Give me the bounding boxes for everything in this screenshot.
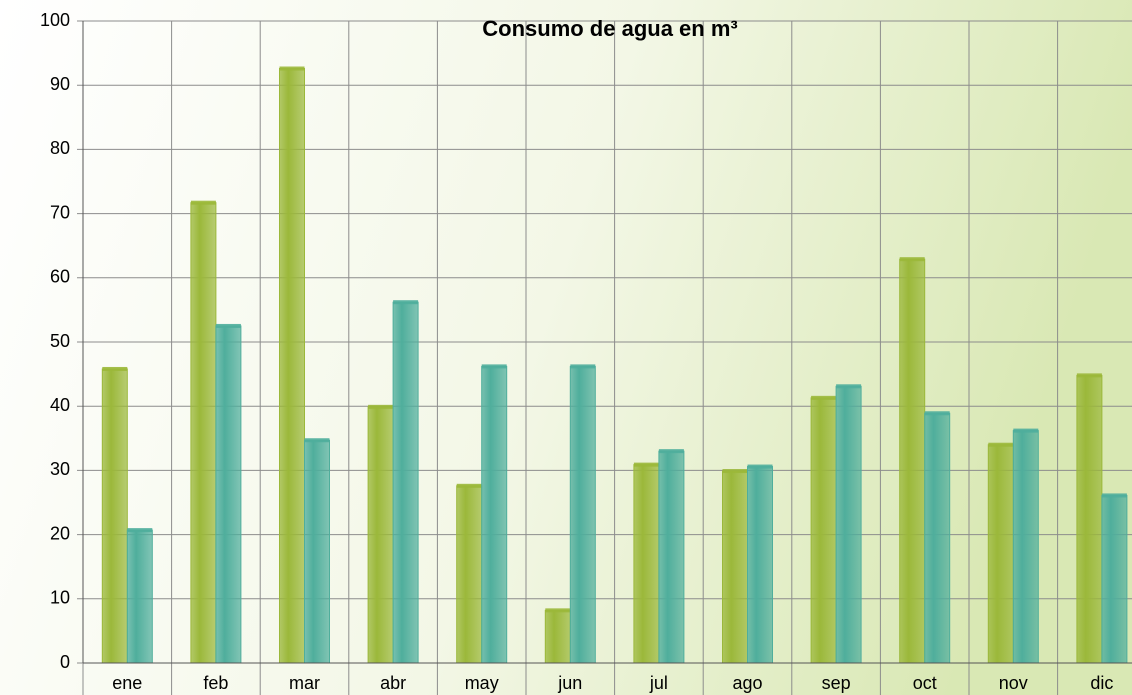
bar xyxy=(899,258,926,664)
x-tick-label: sep xyxy=(822,673,851,693)
bar-top xyxy=(1101,493,1127,498)
bar-top xyxy=(393,300,419,305)
bar xyxy=(810,397,837,664)
bar-top xyxy=(633,462,659,467)
bar-top xyxy=(658,449,684,454)
bar-top xyxy=(215,323,241,328)
bar xyxy=(279,68,305,664)
bar-top xyxy=(456,483,482,488)
bar-top xyxy=(1013,428,1039,433)
y-tick-label: 50 xyxy=(50,331,70,351)
x-tick-label: jul xyxy=(649,673,668,693)
bar-top xyxy=(811,395,837,400)
bar xyxy=(633,464,660,664)
bar-top xyxy=(899,257,925,262)
bar xyxy=(747,466,773,664)
bar xyxy=(987,444,1014,664)
y-tick-label: 20 xyxy=(50,523,70,543)
y-tick-label: 0 xyxy=(60,652,70,672)
bar xyxy=(456,485,483,664)
bar xyxy=(1101,494,1128,664)
bar-top xyxy=(127,528,153,533)
bar xyxy=(835,385,862,664)
bar xyxy=(367,406,394,664)
bar xyxy=(101,368,128,664)
y-tick-label: 100 xyxy=(40,10,70,30)
y-tick-label: 60 xyxy=(50,267,70,287)
x-tick-label: jun xyxy=(557,673,582,693)
bar xyxy=(481,365,508,664)
bar-top xyxy=(722,469,748,474)
bar xyxy=(924,412,951,664)
bar xyxy=(658,450,685,664)
bar-top xyxy=(481,364,507,369)
x-tick-label: nov xyxy=(999,673,1028,693)
x-tick-label: ago xyxy=(732,673,762,693)
y-tick-label: 80 xyxy=(50,138,70,158)
bar xyxy=(215,325,242,664)
y-tick-label: 70 xyxy=(50,202,70,222)
y-tick-label: 40 xyxy=(50,395,70,415)
x-tick-label: feb xyxy=(203,673,228,693)
bar-top xyxy=(988,442,1014,447)
y-tick-label: 30 xyxy=(50,459,70,479)
bar xyxy=(722,470,748,664)
bar xyxy=(126,529,153,664)
bar-top xyxy=(190,200,216,205)
bar-top xyxy=(368,404,394,409)
bar-top xyxy=(304,438,330,443)
bar-top xyxy=(924,411,950,416)
bar-top xyxy=(545,608,571,613)
bar-top xyxy=(102,366,128,371)
bar xyxy=(1076,374,1103,664)
x-tick-label: may xyxy=(465,673,499,693)
y-tick-label: 10 xyxy=(50,588,70,608)
x-tick-label: mar xyxy=(289,673,320,693)
bar xyxy=(190,202,217,664)
bar xyxy=(569,365,596,664)
y-tick-label: 90 xyxy=(50,74,70,94)
bar xyxy=(1012,430,1039,664)
x-tick-label: dic xyxy=(1090,673,1113,693)
bar-top xyxy=(1076,373,1102,378)
bar xyxy=(544,609,571,664)
chart-title: Consumo de agua en m³ xyxy=(482,16,737,41)
bar xyxy=(304,439,330,664)
bar-top xyxy=(279,66,305,71)
x-tick-label: abr xyxy=(380,673,406,693)
bar-top xyxy=(747,464,773,469)
bar xyxy=(392,301,419,664)
x-tick-label: oct xyxy=(913,673,937,693)
x-tick-label: ene xyxy=(112,673,142,693)
bar-top xyxy=(836,384,862,389)
bar-top xyxy=(570,364,596,369)
